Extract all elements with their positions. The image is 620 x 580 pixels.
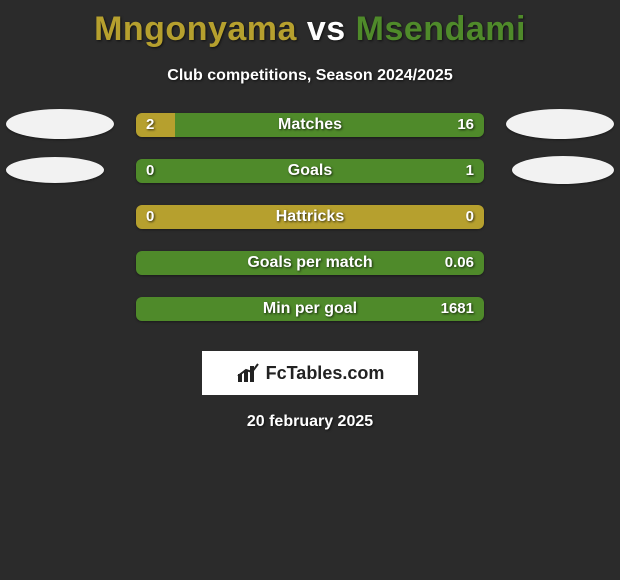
subtitle: Club competitions, Season 2024/2025 (0, 67, 620, 85)
stat-bar: 00Hattricks (136, 205, 484, 229)
stat-bar: 216Matches (136, 113, 484, 137)
stat-label: Goals (136, 159, 484, 183)
page-title: Mngonyama vs Msendami (0, 0, 620, 49)
source-logo: FcTables.com (202, 351, 418, 395)
stat-bar: 01Goals (136, 159, 484, 183)
stat-rows: 216Matches 01Goals 00Hattricks 0.06Goals pe… (0, 113, 620, 321)
player2-name: Msendami (356, 10, 526, 48)
stat-row: 1681Min per goal (0, 297, 620, 321)
stat-row: 216Matches (0, 113, 620, 137)
vs-label: vs (307, 10, 346, 48)
stat-label: Matches (136, 113, 484, 137)
snapshot-date: 20 february 2025 (0, 413, 620, 431)
stat-bar: 1681Min per goal (136, 297, 484, 321)
avatar-right (512, 156, 614, 184)
stat-row: 00Hattricks (0, 205, 620, 229)
player1-name: Mngonyama (94, 10, 297, 48)
stat-row: 01Goals (0, 159, 620, 183)
stat-bar: 0.06Goals per match (136, 251, 484, 275)
chart-icon (236, 362, 262, 384)
avatar-left (6, 157, 104, 183)
logo-text: FcTables.com (266, 363, 385, 384)
avatar-right (506, 109, 614, 139)
stat-label: Min per goal (136, 297, 484, 321)
stat-label: Hattricks (136, 205, 484, 229)
avatar-left (6, 109, 114, 139)
stat-row: 0.06Goals per match (0, 251, 620, 275)
comparison-infographic: Mngonyama vs Msendami Club competitions,… (0, 0, 620, 431)
stat-label: Goals per match (136, 251, 484, 275)
